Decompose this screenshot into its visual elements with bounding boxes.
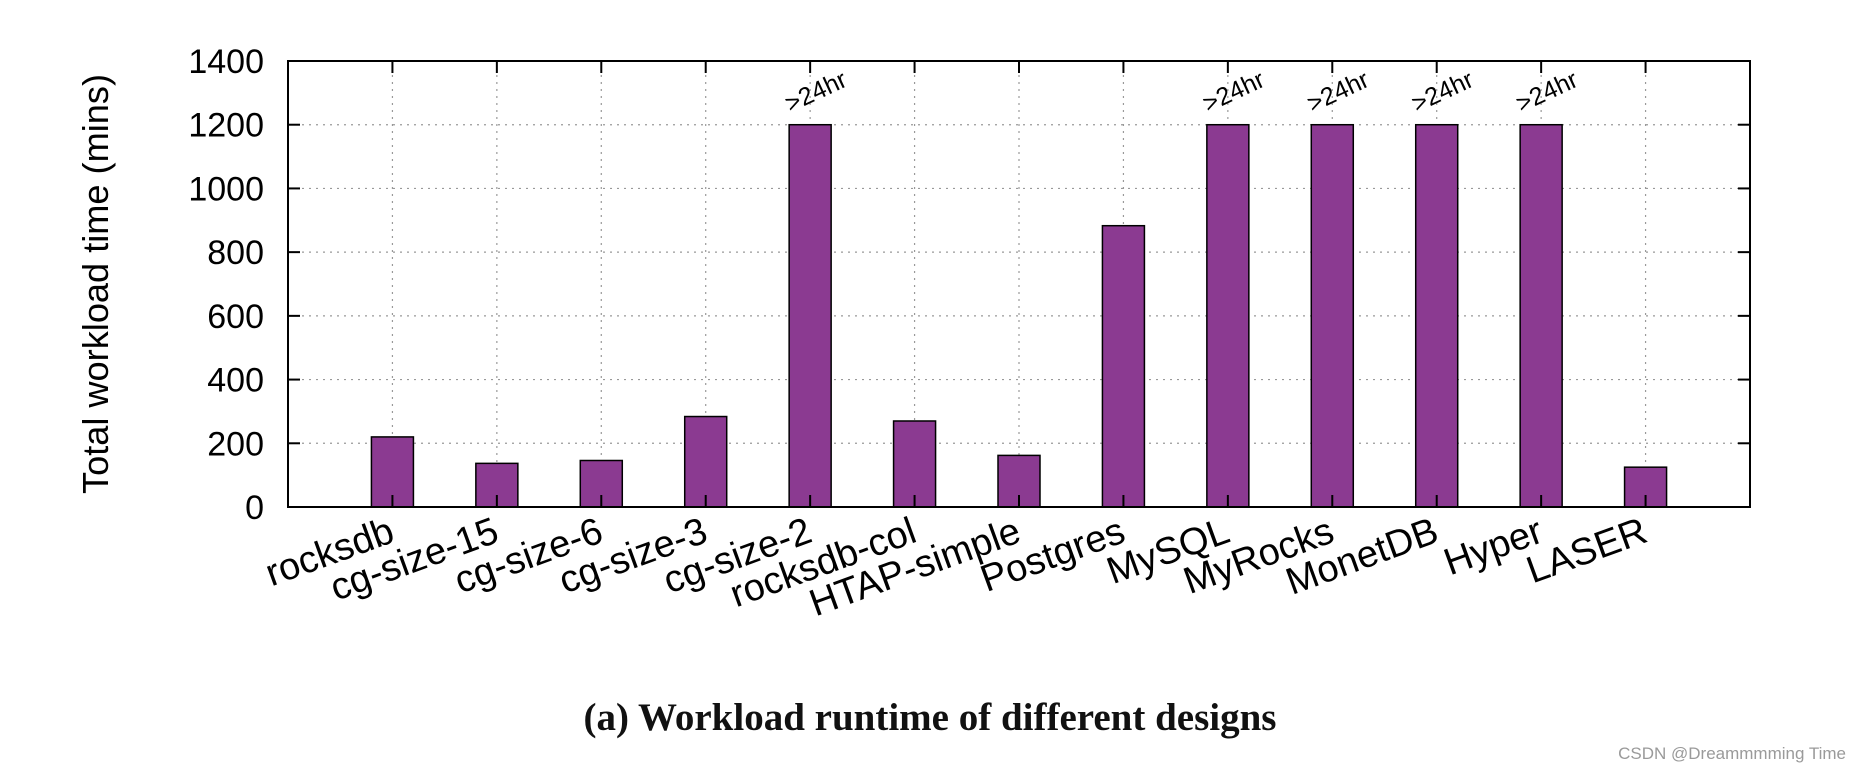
y-tick-label: 1400 [188,43,264,81]
y-tick-label: 200 [207,425,264,463]
axis-ticks [288,60,1750,508]
bar-hyper [1519,123,1563,508]
bar-postgres [1101,224,1146,508]
figure-caption: (a) Workload runtime of different design… [583,696,1277,739]
watermark: CSDN @Dreammmming Time [1618,744,1846,763]
y-axis-label: Total workload time (mins) [75,74,116,494]
y-tick-label: 1200 [188,107,264,145]
bar-annotation: >24hr [1407,65,1477,118]
y-tick-label: 600 [207,298,264,336]
bar-chart: 0200400600800100012001400rocksdbcg-size-… [75,43,1751,625]
bar-cg-size-2 [788,123,832,508]
bar-mysql [1206,123,1250,508]
bar-annotation: >24hr [781,65,851,118]
bar-annotation: >24hr [1303,65,1373,118]
x-tick-label: LASER [1521,510,1652,592]
y-tick-label: 400 [207,362,264,400]
bar-myrocks [1310,123,1355,508]
y-tick-label: 1000 [188,170,264,208]
y-tick-label: 0 [245,489,264,527]
bar-monetdb [1414,123,1459,508]
bar-annotation: >24hr [1199,65,1269,118]
bar-rocksdb-col [892,420,937,508]
bar-cg-size-3 [683,415,728,508]
y-tick-label: 800 [207,234,264,272]
bar-annotation: >24hr [1512,65,1582,118]
